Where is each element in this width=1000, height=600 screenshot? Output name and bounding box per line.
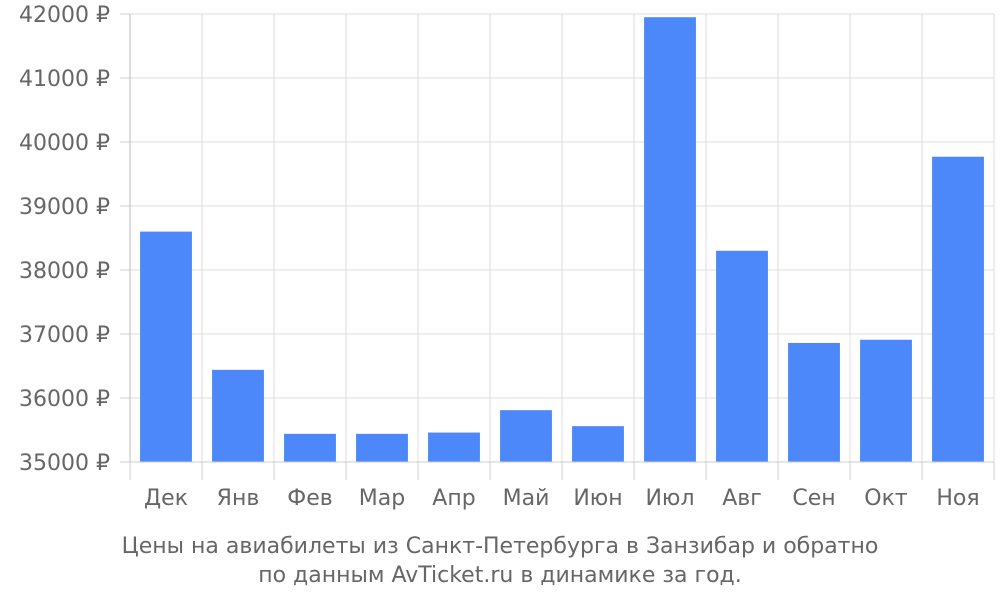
y-tick-label: 35000 ₽ (19, 451, 110, 476)
x-axis-tick-labels: Дек Янв Фев Мар Апр Май Июн Июл Авг Сен Окт Ноя (144, 486, 980, 511)
y-tick-label: 39000 ₽ (19, 195, 110, 220)
bar-2 (284, 433, 336, 462)
chart-caption-line-1: Цены на авиабилеты из Санкт-Петербурга в… (121, 534, 879, 559)
x-tick-label: Авг (722, 486, 762, 511)
bar-0 (140, 231, 192, 462)
x-tick-label: Ноя (936, 486, 979, 511)
y-tick-label: 38000 ₽ (19, 259, 110, 284)
y-tick-label: 41000 ₽ (19, 67, 110, 92)
bar-9 (788, 342, 840, 462)
y-axis-tick-labels: 35000 ₽ 36000 ₽ 37000 ₽ 38000 ₽ 39000 ₽ 40000… (19, 3, 110, 476)
x-tick-label: Фев (287, 486, 332, 511)
bar-8 (716, 250, 768, 462)
y-tick-label: 37000 ₽ (19, 323, 110, 348)
bar-6 (572, 426, 624, 462)
x-tick-label: Май (503, 486, 550, 511)
bar-1 (212, 369, 264, 462)
bar-chart: 35000 ₽ 36000 ₽ 37000 ₽ 38000 ₽ 39000 ₽ 40000… (19, 3, 995, 511)
x-tick-label: Июл (645, 486, 694, 511)
x-tick-label: Янв (217, 486, 260, 511)
x-tick-label: Апр (432, 486, 475, 511)
bars (140, 17, 984, 462)
chart-caption-line-2: по данным AvTicket.ru в динамике за год. (258, 563, 742, 588)
x-tick-label: Сен (792, 486, 835, 511)
x-tick-label: Окт (864, 486, 908, 511)
y-tick-label: 36000 ₽ (19, 387, 110, 412)
bar-10 (860, 339, 912, 462)
y-tick-label: 42000 ₽ (19, 3, 110, 28)
axes (120, 13, 995, 480)
bar-11 (932, 156, 984, 462)
x-tick-label: Мар (359, 486, 405, 511)
bar-7 (644, 17, 696, 462)
bar-5 (500, 410, 552, 462)
x-tick-label: Дек (144, 486, 188, 511)
x-tick-label: Июн (573, 486, 622, 511)
bar-3 (356, 433, 408, 462)
grid-lines (129, 13, 995, 463)
y-tick-label: 40000 ₽ (19, 131, 110, 156)
bar-4 (428, 432, 480, 462)
